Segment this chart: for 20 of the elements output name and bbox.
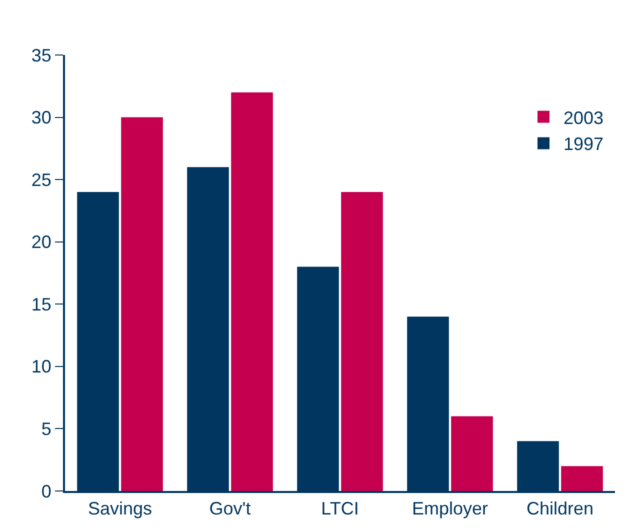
x-tick-label: Children <box>526 498 594 519</box>
y-tick-label: 30 <box>31 108 52 128</box>
y-tick-label: 5 <box>41 419 52 440</box>
legend-label: 2003 <box>564 108 604 128</box>
y-tick-label: 15 <box>31 294 52 314</box>
y-tick-label: 10 <box>31 356 52 377</box>
bar <box>561 466 603 491</box>
bar <box>451 416 493 491</box>
y-tick-label: 0 <box>41 481 52 502</box>
y-tick-label: 20 <box>31 232 52 252</box>
y-tick-label: 25 <box>31 170 52 190</box>
x-tick-label: LTCI <box>321 498 359 519</box>
legend-label: 1997 <box>564 134 604 154</box>
y-tick-label: 35 <box>31 45 52 66</box>
x-tick-label: Gov't <box>209 498 251 519</box>
x-tick-label: Savings <box>88 498 152 519</box>
bar <box>231 92 273 491</box>
x-tick-label: Employer <box>412 498 488 519</box>
bar <box>341 192 383 491</box>
bar <box>121 117 163 491</box>
